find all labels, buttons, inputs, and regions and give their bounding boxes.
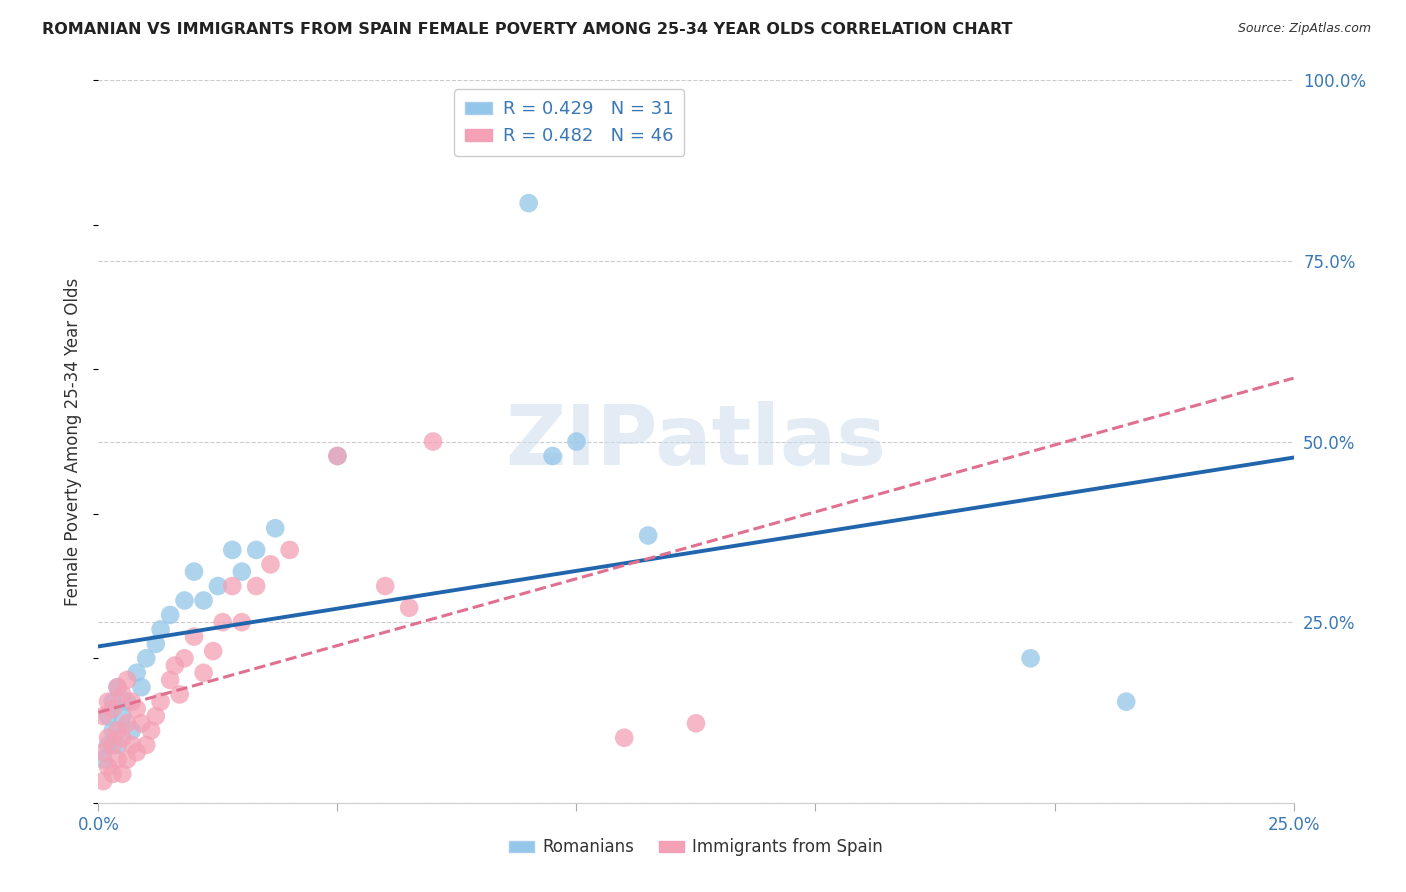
Point	[101, 738, 124, 752]
Point	[259, 558, 281, 572]
Point	[97, 731, 120, 745]
Point	[125, 745, 148, 759]
Point	[111, 687, 134, 701]
Point	[163, 658, 186, 673]
Point	[125, 665, 148, 680]
Point	[111, 709, 134, 723]
Point	[159, 673, 181, 687]
Point	[131, 716, 153, 731]
Point	[231, 615, 253, 630]
Y-axis label: Female Poverty Among 25-34 Year Olds: Female Poverty Among 25-34 Year Olds	[65, 277, 83, 606]
Point	[125, 702, 148, 716]
Point	[193, 665, 215, 680]
Point	[207, 579, 229, 593]
Point	[398, 600, 420, 615]
Point	[101, 767, 124, 781]
Point	[145, 709, 167, 723]
Point	[685, 716, 707, 731]
Point	[97, 760, 120, 774]
Point	[121, 723, 143, 738]
Point	[111, 767, 134, 781]
Point	[565, 434, 588, 449]
Point	[173, 651, 195, 665]
Point	[159, 607, 181, 622]
Point	[541, 449, 564, 463]
Point	[101, 723, 124, 738]
Point	[145, 637, 167, 651]
Point	[135, 651, 157, 665]
Point	[245, 542, 267, 557]
Point	[221, 542, 243, 557]
Point	[1019, 651, 1042, 665]
Text: Source: ZipAtlas.com: Source: ZipAtlas.com	[1237, 22, 1371, 36]
Point	[101, 695, 124, 709]
Point	[173, 593, 195, 607]
Point	[91, 745, 114, 759]
Point	[97, 695, 120, 709]
Point	[135, 738, 157, 752]
Point	[107, 752, 129, 766]
Point	[121, 738, 143, 752]
Point	[111, 731, 134, 745]
Point	[245, 579, 267, 593]
Point	[101, 702, 124, 716]
Point	[183, 565, 205, 579]
Point	[107, 723, 129, 738]
Point	[231, 565, 253, 579]
Point	[91, 709, 114, 723]
Point	[202, 644, 225, 658]
Point	[115, 673, 138, 687]
Point	[326, 449, 349, 463]
Point	[149, 623, 172, 637]
Text: ZIPatlas: ZIPatlas	[506, 401, 886, 482]
Point	[97, 738, 120, 752]
Point	[278, 542, 301, 557]
Point	[374, 579, 396, 593]
Point	[115, 752, 138, 766]
Point	[326, 449, 349, 463]
Point	[1115, 695, 1137, 709]
Point	[183, 630, 205, 644]
Point	[264, 521, 287, 535]
Point	[149, 695, 172, 709]
Point	[613, 731, 636, 745]
Point	[517, 196, 540, 211]
Point	[221, 579, 243, 593]
Point	[637, 528, 659, 542]
Point	[107, 738, 129, 752]
Point	[91, 752, 114, 766]
Point	[97, 709, 120, 723]
Point	[211, 615, 233, 630]
Point	[91, 774, 114, 789]
Legend: Romanians, Immigrants from Spain: Romanians, Immigrants from Spain	[502, 831, 890, 863]
Point	[107, 680, 129, 694]
Point	[115, 716, 138, 731]
Point	[115, 695, 138, 709]
Text: ROMANIAN VS IMMIGRANTS FROM SPAIN FEMALE POVERTY AMONG 25-34 YEAR OLDS CORRELATI: ROMANIAN VS IMMIGRANTS FROM SPAIN FEMALE…	[42, 22, 1012, 37]
Point	[121, 695, 143, 709]
Point	[169, 687, 191, 701]
Point	[139, 723, 162, 738]
Point	[193, 593, 215, 607]
Point	[107, 680, 129, 694]
Point	[131, 680, 153, 694]
Point	[422, 434, 444, 449]
